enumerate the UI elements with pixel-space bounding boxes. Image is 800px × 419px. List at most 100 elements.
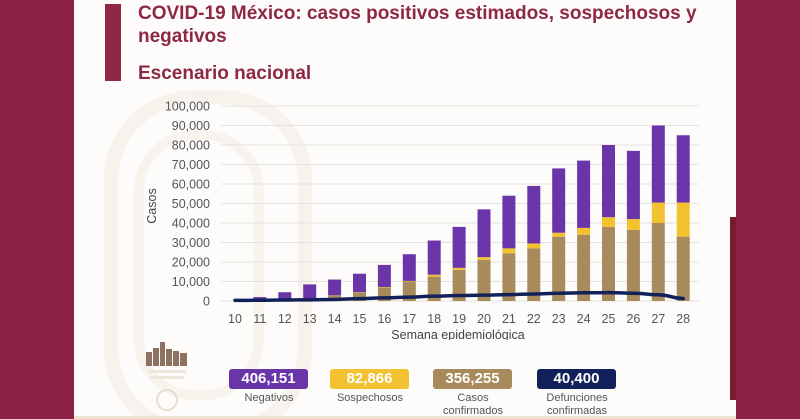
y-tick-label: 40,000 bbox=[172, 217, 210, 231]
bar-casos-confirmados-wk20 bbox=[477, 260, 491, 301]
slide-subtitle: Escenario nacional bbox=[138, 63, 312, 84]
bar-sospechosos-wk27 bbox=[651, 202, 665, 223]
bar-sospechosos-wk25 bbox=[602, 217, 615, 227]
y-tick-label: 100,000 bbox=[165, 100, 210, 114]
bar-negativos-wk24 bbox=[577, 160, 591, 228]
y-axis-ticks: 0 10,000 20,000 30,000 40,000 50,000 60,000 70,… bbox=[165, 100, 210, 309]
bar-negativos-wk15 bbox=[353, 273, 366, 293]
bar-casos-confirmados-wk27 bbox=[651, 223, 665, 301]
slide-title: COVID-19 México: casos positivos estimad… bbox=[138, 2, 736, 48]
y-tick-label: 60,000 bbox=[172, 178, 210, 192]
bar-casos-confirmados-wk23 bbox=[552, 236, 566, 301]
bar-negativos-wk17 bbox=[402, 254, 416, 281]
bar-negativos-wk16 bbox=[377, 264, 391, 287]
sospechosos-label: Sospechosos bbox=[320, 392, 420, 405]
confirmados-badge: 356,255 bbox=[433, 369, 512, 389]
x-axis-label: Semana epidemiológica bbox=[391, 328, 524, 340]
confirmados-label-line2: confirmados bbox=[443, 405, 503, 417]
defunciones-label-line1: Defunciones bbox=[546, 392, 608, 404]
x-tick-label: 15 bbox=[353, 312, 367, 326]
x-tick-label: 10 bbox=[228, 312, 242, 326]
y-tick-label: 0 bbox=[203, 295, 210, 309]
confirmados-label: Casos confirmados bbox=[423, 392, 523, 418]
bar-sospechosos-wk19 bbox=[452, 267, 466, 270]
bar-sospechosos-wk24 bbox=[577, 227, 591, 235]
bar-negativos-wk19 bbox=[452, 226, 466, 268]
negativos-badge: 406,151 bbox=[229, 369, 308, 389]
x-tick-label: 22 bbox=[527, 312, 541, 326]
bar-sospechosos-wk23 bbox=[552, 232, 566, 237]
side-strip bbox=[730, 217, 736, 400]
x-tick-label: 17 bbox=[402, 312, 416, 326]
bar-sospechosos-wk21 bbox=[502, 248, 516, 254]
bar-casos-confirmados-wk19 bbox=[452, 269, 466, 301]
bar-sospechosos-wk28 bbox=[676, 202, 690, 237]
defunciones-label-line2: confirmadas bbox=[547, 405, 607, 417]
slide-title-line2: negativos bbox=[138, 26, 227, 47]
x-axis-ticks: 10 11 12 13 14 15 16 17 18 19 20 21 22 23 24 25 26 27 28 bbox=[228, 312, 690, 326]
bar-casos-confirmados-wk24 bbox=[577, 234, 591, 301]
slide-title-line1: COVID-19 México: casos positivos estimad… bbox=[138, 3, 697, 24]
bar-negativos-wk18 bbox=[427, 240, 441, 275]
sospechosos-badge: 82,866 bbox=[330, 369, 409, 389]
y-tick-label: 70,000 bbox=[172, 158, 210, 172]
gobierno-logo-icon bbox=[146, 342, 187, 411]
bar-casos-confirmados-wk21 bbox=[502, 253, 516, 301]
bar-negativos-wk27 bbox=[651, 125, 665, 203]
x-tick-label: 26 bbox=[626, 312, 640, 326]
x-tick-label: 20 bbox=[477, 312, 491, 326]
bar-negativos-wk22 bbox=[527, 185, 541, 244]
y-tick-label: 10,000 bbox=[172, 275, 210, 289]
x-tick-label: 11 bbox=[253, 312, 266, 326]
defunciones-label: Defunciones confirmadas bbox=[527, 392, 627, 418]
watermark-decoration-inner bbox=[134, 130, 264, 400]
x-tick-label: 14 bbox=[328, 312, 342, 326]
negativos-label-text: Negativos bbox=[244, 392, 294, 404]
slide: COVID-19 México: casos positivos estimad… bbox=[74, 0, 736, 419]
bar-negativos-wk13 bbox=[303, 284, 317, 300]
y-tick-label: 30,000 bbox=[172, 236, 210, 250]
bar-sospechosos-wk22 bbox=[527, 243, 541, 249]
left-maroon-band bbox=[0, 0, 74, 419]
bar-negativos-wk21 bbox=[502, 195, 516, 249]
bar-casos-confirmados-wk25 bbox=[602, 226, 615, 301]
bar-negativos-wk12 bbox=[278, 292, 292, 300]
x-tick-label: 18 bbox=[427, 312, 441, 326]
x-tick-label: 25 bbox=[602, 312, 616, 326]
x-tick-label: 23 bbox=[552, 312, 566, 326]
x-tick-label: 16 bbox=[377, 312, 391, 326]
bar-negativos-wk26 bbox=[626, 150, 640, 220]
y-tick-label: 20,000 bbox=[172, 256, 210, 270]
x-tick-label: 13 bbox=[303, 312, 317, 326]
x-tick-label: 28 bbox=[676, 312, 690, 326]
bar-casos-confirmados-wk26 bbox=[626, 229, 640, 301]
bar-negativos-wk20 bbox=[477, 209, 491, 258]
y-axis-label: Casos bbox=[145, 188, 159, 223]
bar-negativos-wk28 bbox=[676, 135, 690, 203]
bar-casos-confirmados-wk22 bbox=[527, 248, 541, 301]
right-maroon-band bbox=[736, 0, 800, 419]
y-tick-label: 80,000 bbox=[172, 139, 210, 153]
stacked-bar-chart: 0 10,000 20,000 30,000 40,000 50,000 60,000 70,… bbox=[145, 100, 699, 340]
bar-negativos-wk14 bbox=[328, 279, 342, 296]
bottom-divider bbox=[74, 416, 736, 419]
sospechosos-label-text: Sospechosos bbox=[336, 392, 404, 404]
bar-sospechosos-wk18 bbox=[427, 274, 441, 277]
x-tick-label: 27 bbox=[651, 312, 665, 326]
confirmados-label-line1: Casos bbox=[457, 392, 489, 404]
bar-casos-confirmados-wk28 bbox=[676, 236, 690, 301]
x-tick-label: 12 bbox=[278, 312, 292, 326]
x-tick-label: 24 bbox=[577, 312, 591, 326]
bar-negativos-wk25 bbox=[602, 145, 615, 218]
bar-negativos-wk23 bbox=[552, 168, 566, 233]
bar-sospechosos-wk26 bbox=[626, 219, 640, 230]
y-tick-label: 50,000 bbox=[172, 197, 210, 211]
bar-sospechosos-wk20 bbox=[477, 257, 491, 261]
y-tick-label: 90,000 bbox=[172, 119, 210, 133]
negativos-label: Negativos bbox=[219, 392, 319, 405]
bar-casos-confirmados-wk15 bbox=[353, 292, 366, 301]
bars bbox=[253, 125, 690, 301]
x-tick-label: 19 bbox=[452, 312, 466, 326]
title-accent-bar bbox=[105, 4, 121, 81]
bar-sospechosos-wk17 bbox=[402, 280, 416, 282]
